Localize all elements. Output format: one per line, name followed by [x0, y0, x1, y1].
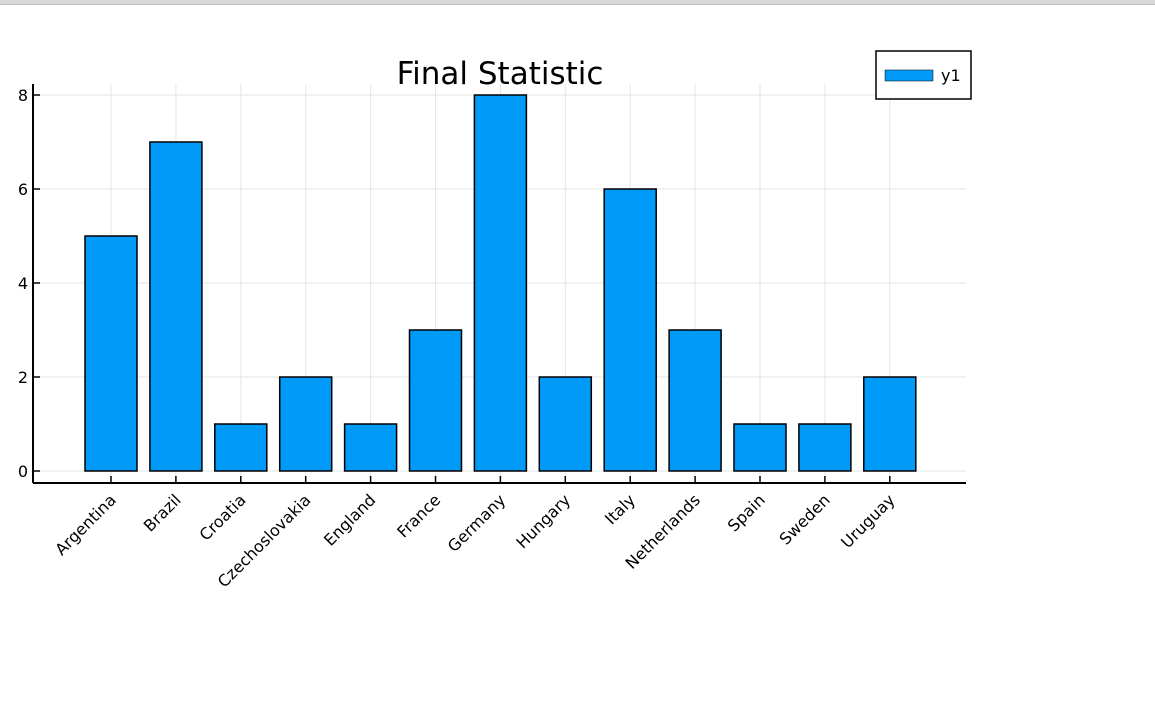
y-tick-label: 6	[18, 180, 28, 199]
bar-sweden	[798, 423, 852, 472]
x-tick-label: France	[393, 490, 444, 541]
x-tick-label: Germany	[444, 490, 509, 555]
window-top-border	[0, 0, 1155, 5]
y-tick-label: 4	[18, 274, 28, 293]
bar-hungary	[538, 376, 593, 472]
bar-croatia	[214, 423, 268, 472]
legend: y1	[875, 50, 972, 100]
x-tick-label: Brazil	[140, 490, 185, 535]
bars	[84, 94, 917, 472]
legend-swatch	[884, 69, 934, 82]
x-tick-label: Argentina	[51, 490, 120, 559]
x-tick-label: Italy	[601, 490, 639, 528]
bar-netherlands	[668, 329, 722, 472]
x-tick-label: Sweden	[776, 490, 834, 548]
bar-england	[343, 423, 398, 472]
x-tick-label: Spain	[724, 490, 769, 535]
x-tick-label: Croatia	[196, 490, 250, 544]
bar-brazil	[149, 141, 203, 472]
legend-label: y1	[941, 66, 961, 85]
chart-title: Final Statistic	[397, 56, 604, 92]
bar-germany	[473, 94, 528, 472]
bar-argentina	[84, 235, 138, 472]
bar-uruguay	[863, 376, 917, 472]
bar-spain	[733, 423, 787, 472]
bar-france	[408, 329, 463, 472]
x-tick-label: England	[320, 490, 379, 549]
x-tick-label: Uruguay	[837, 490, 899, 552]
bar-czechoslovakia	[278, 376, 333, 472]
x-tick-label: Hungary	[512, 490, 574, 552]
bar-italy	[603, 188, 657, 472]
y-tick-label: 0	[18, 462, 28, 481]
y-tick-labels: 0 2 4 6 8	[18, 86, 40, 481]
y-tick-label: 2	[18, 368, 28, 387]
y-tick-label: 8	[18, 86, 28, 105]
